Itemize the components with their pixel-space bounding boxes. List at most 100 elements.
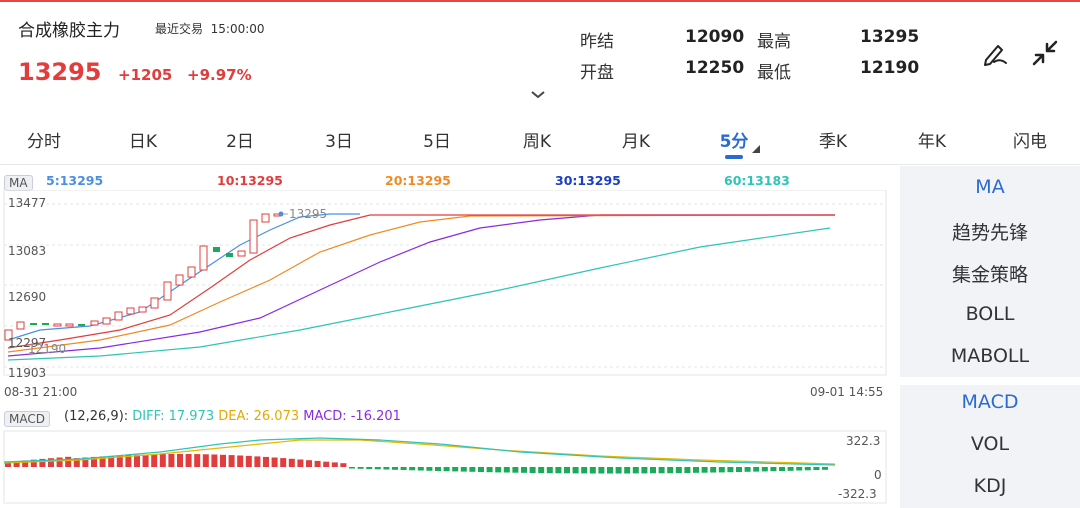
indicator-boll[interactable]: BOLL — [965, 303, 1015, 325]
instrument-name: 合成橡胶主力 — [18, 21, 120, 41]
macd-bar — [134, 454, 140, 467]
macd-bar — [73, 458, 80, 467]
macd-bar — [13, 461, 20, 467]
macd-bar — [383, 467, 390, 470]
macd-legend: (12,26,9): DIFF: 17.973 DEA: 26.073 MACD… — [64, 409, 401, 424]
macd-bar — [65, 456, 72, 467]
pen-draw-icon[interactable] — [980, 38, 1010, 68]
price-axis-tick: 13477 — [8, 196, 47, 210]
macd-value: MACD: -16.201 — [303, 409, 401, 424]
ma20-line — [7, 214, 836, 353]
indicator-maboll[interactable]: MABOLL — [950, 345, 1030, 367]
ma60-line — [7, 227, 831, 361]
macd-bar — [589, 467, 596, 474]
price-axis-tick: 12690 — [8, 290, 47, 304]
macd-bar — [675, 467, 682, 474]
macd-bar — [297, 459, 304, 467]
macd-bar — [263, 456, 269, 467]
macd-bar — [228, 455, 235, 467]
collapse-arrows-icon[interactable] — [1030, 38, 1060, 68]
macd-bar — [779, 467, 785, 471]
macd-bar — [349, 467, 355, 469]
macd-bar — [357, 467, 364, 469]
price-axis-tick: 11903 — [8, 366, 47, 380]
macd-bar — [392, 467, 398, 470]
macd-bar — [185, 454, 192, 467]
ma30-line — [7, 214, 835, 357]
macd-chart[interactable] — [0, 430, 892, 505]
tab-5min[interactable]: 5分 — [719, 132, 749, 152]
sidebar-separator — [900, 377, 1080, 385]
macd-bar — [753, 467, 760, 472]
tab-fenshi[interactable]: 分时 — [27, 132, 61, 152]
macd-bar — [426, 467, 433, 471]
macd-bar — [546, 467, 553, 474]
low-value: 12190 — [860, 58, 920, 78]
prev-settle-value: 12090 — [685, 27, 745, 47]
macd-bar — [306, 460, 312, 467]
macd-legend-badge-wrap: MACD — [4, 408, 50, 427]
ma-badge[interactable]: MA — [4, 175, 33, 191]
tab-5day[interactable]: 5日 — [423, 132, 451, 152]
macd-bar — [340, 463, 347, 467]
macd-bar — [323, 461, 330, 467]
macd-dea: DEA: 26.073 — [218, 409, 300, 424]
macd-bar — [650, 467, 656, 474]
macd-bar — [632, 467, 639, 474]
macd-bar — [211, 454, 218, 467]
tab-day-k[interactable]: 日K — [128, 132, 158, 152]
tab-season-k[interactable]: 季K — [818, 132, 848, 152]
indicator-trend-pioneer[interactable]: 趋势先锋 — [951, 222, 1028, 244]
tab-2day[interactable]: 2日 — [226, 132, 254, 152]
macd-bar — [254, 456, 261, 467]
last-trade-time: 最近交易 15:00:00 — [155, 20, 265, 37]
macd-bar — [245, 455, 252, 467]
macd-bar — [202, 454, 209, 467]
macd-bar — [151, 454, 158, 467]
tab-week-k[interactable]: 周K — [522, 132, 552, 152]
macd-bar — [331, 462, 338, 467]
kline-chart[interactable] — [0, 190, 892, 385]
macd-bar — [374, 467, 381, 470]
chevron-down-icon[interactable] — [530, 90, 546, 100]
macd-badge[interactable]: MACD — [4, 411, 50, 427]
macd-bar — [538, 467, 545, 474]
active-tab-indicator — [725, 155, 743, 159]
macd-bar — [237, 455, 244, 467]
macd-bar — [787, 467, 794, 471]
macd-bar — [744, 467, 751, 472]
macd-bar — [366, 467, 373, 469]
macd-bar — [39, 458, 46, 467]
low-marker-label: 12190 — [28, 342, 67, 356]
macd-bar — [443, 467, 450, 472]
macd-axis-bottom: -322.3 — [838, 487, 877, 501]
ma60-legend: 60:13183 — [724, 173, 790, 188]
time-axis-start: 08-31 21:00 — [4, 385, 78, 399]
tab-year-k[interactable]: 年K — [917, 132, 947, 152]
macd-bar — [30, 459, 37, 467]
indicator-ma[interactable]: MA — [975, 176, 1005, 198]
dropdown-corner-icon[interactable] — [752, 145, 760, 153]
indicator-gold-strategy[interactable]: 集金策略 — [951, 264, 1028, 286]
tab-3day[interactable]: 3日 — [325, 132, 353, 152]
price-change-pct: +9.97% — [187, 66, 252, 84]
macd-bar — [116, 455, 123, 467]
last-trade-label: 最近交易 — [155, 22, 204, 36]
macd-bar — [400, 467, 407, 470]
indicator-kdj[interactable]: KDJ — [973, 475, 1007, 497]
macd-bar — [607, 467, 613, 474]
macd-frame — [3, 430, 887, 504]
last-trade-time-value: 15:00:00 — [210, 22, 265, 36]
macd-bar — [177, 454, 183, 467]
macd-bar — [761, 467, 768, 472]
indicator-macd[interactable]: MACD — [961, 391, 1019, 413]
indicator-vol[interactable]: VOL — [970, 433, 1010, 455]
prev-settle-label: 昨结 — [580, 32, 614, 52]
tab-month-k[interactable]: 月K — [621, 132, 651, 152]
dea-line — [3, 439, 836, 465]
tab-flash[interactable]: 闪电 — [1013, 132, 1047, 152]
time-axis-end: 09-01 14:55 — [810, 385, 884, 399]
high-label: 最高 — [757, 32, 791, 52]
macd-bar — [770, 467, 777, 472]
macd-bar — [555, 467, 562, 474]
